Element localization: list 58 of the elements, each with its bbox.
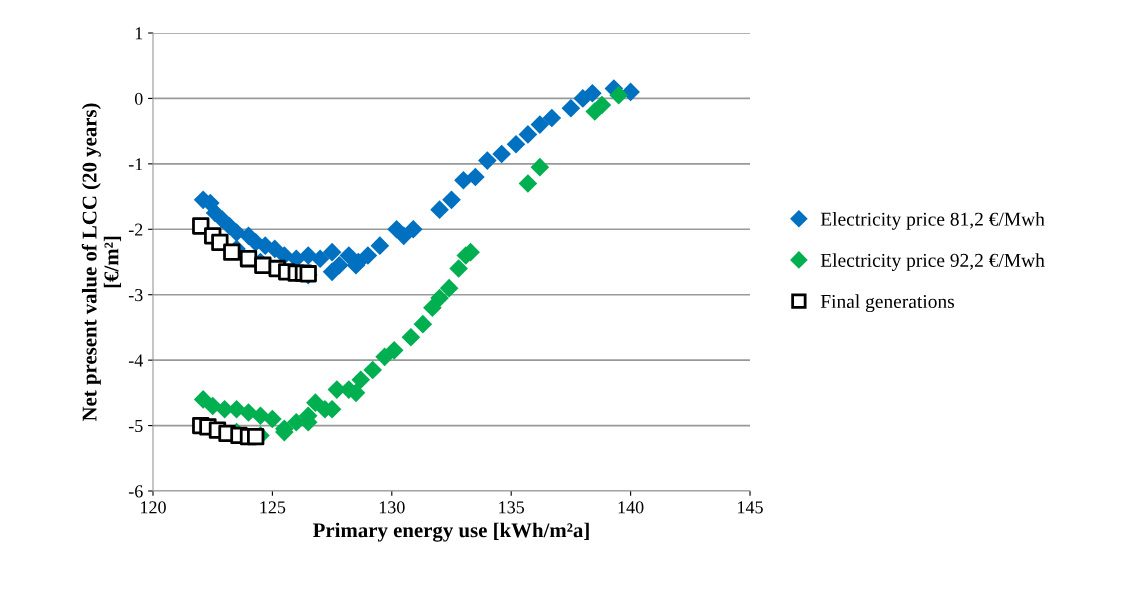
point (413, 314, 433, 334)
legend-label: Electricity price 92,2 €/Mwh (820, 253, 1045, 271)
point (621, 82, 640, 102)
x-tick-label: 140 (618, 501, 644, 514)
point (454, 170, 473, 190)
point (583, 83, 602, 103)
point (530, 115, 550, 134)
x-tick-label: 130 (379, 501, 405, 514)
x-tick-label: 145 (738, 501, 763, 514)
legend-label: Electricity price 81,2 €/Mwh (820, 212, 1045, 230)
y-tick-label: -2 (128, 223, 143, 236)
x-tick-label: 120 (141, 501, 166, 514)
point (466, 167, 485, 187)
point (609, 85, 628, 105)
point (263, 409, 282, 429)
point (542, 108, 562, 128)
point (310, 249, 330, 269)
point (223, 243, 241, 261)
point (449, 259, 468, 278)
point (322, 262, 342, 282)
point (492, 144, 511, 164)
point (430, 288, 449, 308)
x-axis-title: Primary energy use [kWh/m²a] (313, 522, 589, 542)
y-tick-label: 1 (135, 27, 143, 40)
point (351, 370, 371, 390)
point (203, 396, 223, 416)
point (439, 278, 459, 298)
y-axis-title: Net present value of LCC (20 years) [€/m²] (81, 103, 122, 422)
point (363, 360, 383, 380)
y-tick-label: -1 (128, 158, 143, 171)
point (592, 95, 612, 115)
point (506, 134, 526, 154)
point (442, 190, 461, 210)
point (430, 200, 449, 219)
point (384, 341, 404, 360)
point (322, 242, 342, 262)
point (247, 428, 265, 446)
point (478, 151, 497, 170)
point (530, 157, 550, 177)
point (561, 98, 581, 118)
y-tick-label: -5 (128, 420, 143, 433)
y-tick-label: -4 (128, 354, 143, 367)
point (227, 223, 246, 242)
y-tick-label: 0 (134, 92, 143, 105)
point (423, 298, 442, 318)
point (401, 327, 421, 347)
point (403, 219, 423, 239)
point (254, 256, 272, 274)
x-tick-label: 135 (499, 501, 525, 514)
y-tick-label: -3 (128, 289, 143, 302)
legend-label: Final generations (820, 294, 955, 313)
y-tick-label: -6 (128, 485, 143, 498)
x-tick-label: 125 (260, 501, 286, 514)
point (518, 125, 538, 144)
point (358, 246, 378, 265)
point (370, 236, 390, 255)
point (251, 406, 270, 426)
point (518, 174, 538, 193)
